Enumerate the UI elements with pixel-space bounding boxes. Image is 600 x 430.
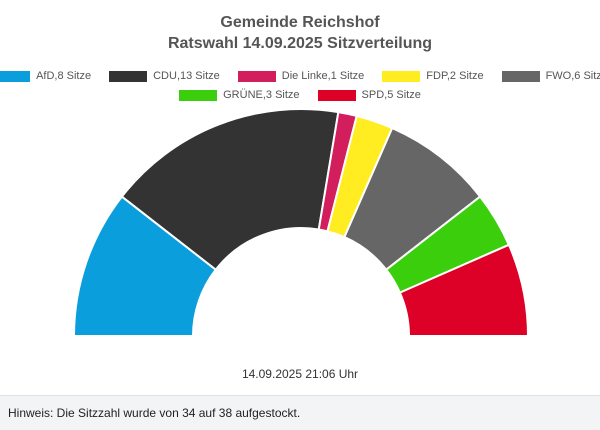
footer-note: Hinweis: Die Sitzzahl wurde von 34 auf 3… xyxy=(8,406,301,420)
legend-item[interactable]: FDP,2 Sitze xyxy=(382,70,484,82)
legend-row-1: AfD,8 Sitze CDU,13 Sitze Die Linke,1 Sitze… xyxy=(0,70,600,82)
legend-swatch xyxy=(109,70,148,82)
legend-swatch xyxy=(501,70,540,82)
seat-distribution-chart xyxy=(73,108,529,337)
seat-segment-cdu[interactable] xyxy=(120,108,340,271)
legend-swatch xyxy=(317,89,356,101)
legend-item[interactable]: GRÜNE,3 Sitze xyxy=(179,89,300,101)
legend-item[interactable]: SPD,5 Sitze xyxy=(317,89,421,101)
chart-subtitle: Ratswahl 14.09.2025 Sitzverteilung xyxy=(167,35,433,52)
legend-item[interactable]: AfD,8 Sitze xyxy=(0,70,91,82)
legend-label: CDU,13 Sitze xyxy=(153,70,220,82)
legend-label: AfD,8 Sitze xyxy=(36,70,92,82)
legend-swatch xyxy=(179,89,218,101)
chart-timestamp: 14.09.2025 21:06 Uhr xyxy=(241,367,359,381)
footer-note-bar: Hinweis: Die Sitzzahl wurde von 34 auf 3… xyxy=(0,395,600,430)
legend-label: Die Linke,1 Sitze xyxy=(281,70,365,82)
legend-item[interactable]: FWO,6 Sitze xyxy=(501,70,600,82)
legend-item[interactable]: Die Linke,1 Sitze xyxy=(237,70,365,82)
legend-label: FDP,2 Sitze xyxy=(426,70,484,82)
legend-row-2: GRÜNE,3 Sitze SPD,5 Sitze xyxy=(0,89,600,101)
legend-label: SPD,5 Sitze xyxy=(361,89,421,101)
legend-swatch xyxy=(237,70,276,82)
legend-item[interactable]: CDU,13 Sitze xyxy=(109,70,220,82)
legend-swatch xyxy=(382,70,421,82)
seat-segment-spd[interactable] xyxy=(398,243,529,337)
chart-title: Gemeinde Reichshof xyxy=(220,14,380,31)
legend-label: GRÜNE,3 Sitze xyxy=(223,89,300,101)
legend-label: FWO,6 Sitze xyxy=(545,70,600,82)
chart-container: Gemeinde Reichshof Ratswahl 14.09.2025 S… xyxy=(0,14,600,381)
legend-swatch xyxy=(0,70,31,82)
